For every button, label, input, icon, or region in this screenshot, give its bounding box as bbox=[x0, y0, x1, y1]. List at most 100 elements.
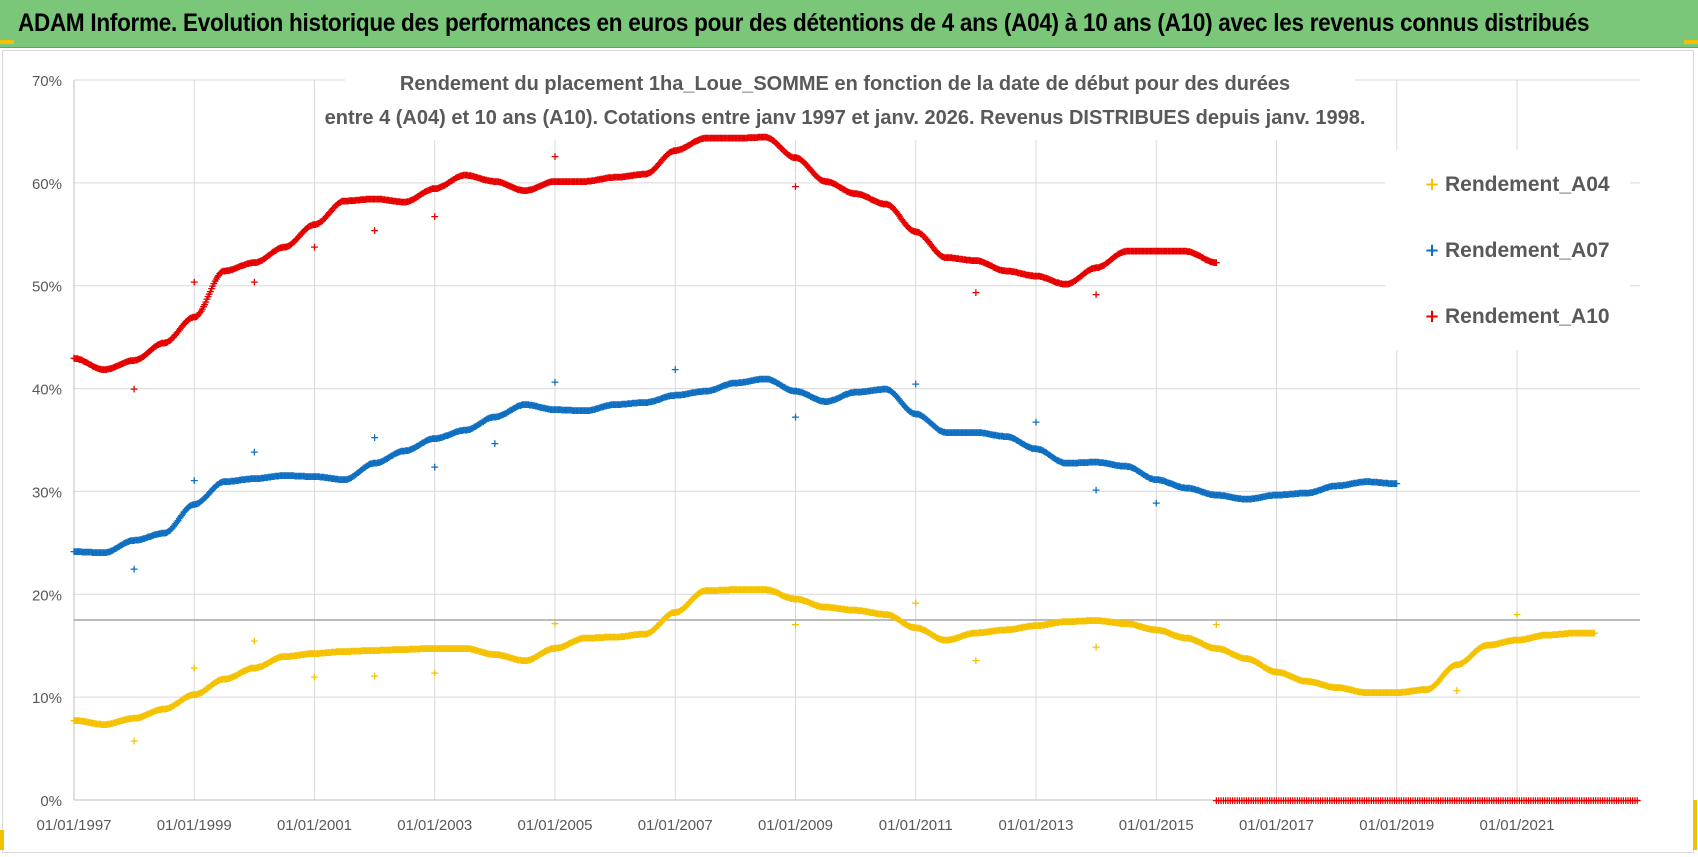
data-point: + bbox=[1250, 654, 1259, 667]
data-point: + bbox=[123, 713, 132, 726]
data-point: + bbox=[1045, 617, 1054, 630]
data-point: + bbox=[1527, 631, 1536, 644]
data-point: + bbox=[339, 473, 348, 486]
data-point: + bbox=[383, 643, 392, 656]
data-point: + bbox=[206, 485, 215, 498]
outlier-point: + bbox=[1092, 483, 1101, 496]
data-point: + bbox=[1366, 686, 1375, 699]
data-point: + bbox=[838, 603, 847, 616]
chart-title-line-1: Rendement du placement 1ha_Loue_SOMME en… bbox=[400, 73, 1290, 95]
data-point: + bbox=[88, 717, 97, 730]
data-point: + bbox=[498, 649, 507, 662]
data-point: + bbox=[639, 627, 648, 640]
data-point: + bbox=[613, 630, 622, 643]
data-point: + bbox=[1571, 626, 1580, 639]
data-point: + bbox=[155, 527, 164, 540]
legend-item-a10: + Rendement_A10 bbox=[1424, 305, 1609, 328]
data-point: + bbox=[755, 583, 764, 596]
data-point: + bbox=[353, 467, 362, 480]
data-point: + bbox=[1508, 634, 1517, 647]
data-point: + bbox=[1023, 620, 1032, 633]
data-point: + bbox=[195, 687, 204, 700]
data-point: + bbox=[530, 651, 539, 664]
data-point: + bbox=[1197, 637, 1206, 650]
data-point: + bbox=[934, 632, 943, 645]
data-point: + bbox=[394, 643, 403, 656]
data-point: + bbox=[739, 583, 748, 596]
data-point: + bbox=[274, 651, 283, 664]
data-point: + bbox=[726, 583, 735, 596]
data-point: + bbox=[1293, 673, 1302, 686]
data-point: + bbox=[620, 630, 629, 643]
data-point: + bbox=[960, 629, 969, 642]
data-point: + bbox=[776, 588, 785, 601]
x-tick-label: 01/01/2021 bbox=[1479, 817, 1554, 834]
data-point: + bbox=[616, 630, 625, 643]
data-point: + bbox=[922, 625, 931, 638]
data-point: + bbox=[464, 642, 473, 655]
data-point: + bbox=[224, 672, 233, 685]
outlier-point: + bbox=[911, 377, 920, 390]
data-point: + bbox=[400, 643, 409, 656]
data-point: + bbox=[1185, 632, 1194, 645]
data-point: + bbox=[186, 689, 195, 702]
data-point: + bbox=[1252, 656, 1261, 669]
data-point: + bbox=[316, 470, 325, 483]
x-tick-label: 01/01/2009 bbox=[758, 817, 833, 834]
data-point: + bbox=[450, 642, 459, 655]
data-point: + bbox=[197, 686, 206, 699]
data-point: + bbox=[1431, 677, 1440, 690]
data-point: + bbox=[318, 471, 327, 484]
data-point: + bbox=[931, 630, 940, 643]
data-point: + bbox=[549, 642, 558, 655]
data-point: + bbox=[1235, 651, 1244, 664]
data-point: + bbox=[334, 645, 343, 658]
data-point: + bbox=[1564, 627, 1573, 640]
data-point: + bbox=[432, 642, 441, 655]
chart-frame bbox=[2, 50, 1694, 853]
data-point: + bbox=[73, 545, 82, 558]
data-point: + bbox=[747, 583, 756, 596]
data-point: + bbox=[252, 472, 261, 485]
data-point: + bbox=[1039, 618, 1048, 631]
data-point: + bbox=[259, 471, 268, 484]
data-point: + bbox=[1473, 643, 1482, 656]
data-point: + bbox=[294, 469, 303, 482]
data-point: + bbox=[178, 693, 187, 706]
data-point: + bbox=[212, 479, 221, 492]
data-point: + bbox=[460, 642, 469, 655]
data-point: + bbox=[1327, 680, 1336, 693]
data-point: + bbox=[974, 626, 983, 639]
outlier-point: + bbox=[430, 666, 439, 679]
data-point: + bbox=[1130, 618, 1139, 631]
data-point: + bbox=[111, 716, 120, 729]
data-point: + bbox=[401, 643, 410, 656]
data-point: + bbox=[770, 585, 779, 598]
data-point: + bbox=[303, 470, 312, 483]
data-point: + bbox=[891, 612, 900, 625]
data-point: + bbox=[262, 471, 271, 484]
data-point: + bbox=[1409, 684, 1418, 697]
data-point: + bbox=[783, 591, 792, 604]
data-point: + bbox=[715, 584, 724, 597]
data-point: + bbox=[167, 701, 176, 714]
data-point: + bbox=[833, 602, 842, 615]
data-point: + bbox=[183, 502, 192, 515]
data-point: + bbox=[1466, 650, 1475, 663]
data-point: + bbox=[1253, 656, 1262, 669]
data-point: + bbox=[1015, 621, 1024, 634]
outlier-point: + bbox=[190, 661, 199, 674]
data-point: + bbox=[1005, 623, 1014, 636]
data-point: + bbox=[720, 583, 729, 596]
data-point: + bbox=[1236, 651, 1245, 664]
data-point: + bbox=[669, 606, 678, 619]
data-point: + bbox=[279, 469, 288, 482]
data-point: + bbox=[132, 712, 141, 725]
data-point: + bbox=[1430, 679, 1439, 692]
data-point: + bbox=[664, 609, 673, 622]
data-point: + bbox=[321, 471, 330, 484]
data-point: + bbox=[106, 544, 115, 557]
data-point: + bbox=[712, 584, 721, 597]
data-point: + bbox=[600, 631, 609, 644]
data-point: + bbox=[598, 631, 607, 644]
